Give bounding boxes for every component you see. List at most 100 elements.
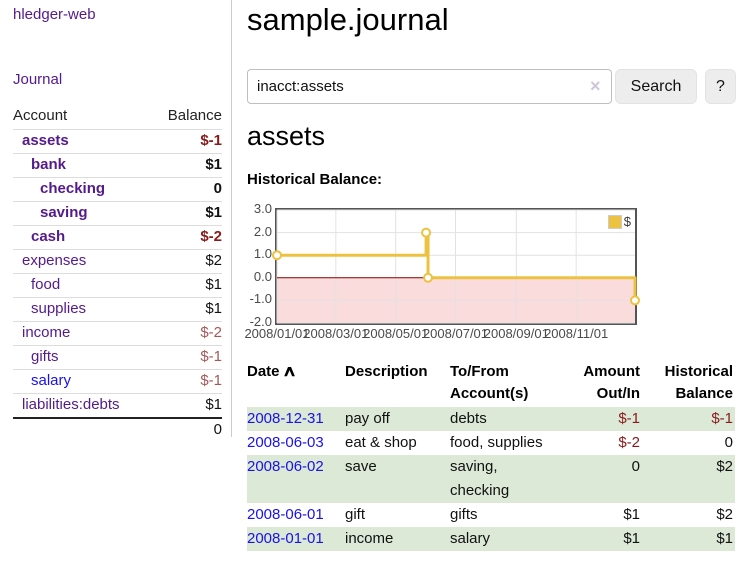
- sort-ascending-icon: ∧: [281, 363, 297, 380]
- column-header-date: Date ∧: [247, 361, 345, 407]
- account-link[interactable]: assets: [22, 132, 69, 149]
- accounts-cell: gifts: [450, 506, 478, 523]
- x-axis-tick-label: 2008/11/01: [544, 326, 609, 341]
- legend-swatch-icon: [607, 214, 622, 229]
- account-row: salary $-1: [13, 369, 222, 394]
- x-axis-tick-label: 2008/05/01: [363, 326, 429, 341]
- description-cell: income: [345, 530, 394, 547]
- date-cell: 2008-06-03: [247, 431, 345, 455]
- account-row: expenses $2: [13, 249, 222, 274]
- account-row: gifts $-1: [13, 345, 222, 370]
- balance-cell: 0: [724, 434, 733, 451]
- account-link[interactable]: expenses: [22, 252, 87, 269]
- table-row: 2008-06-01 gift gifts $1 $2: [247, 503, 735, 527]
- historical-balance-chart: $ 3.0 2.0 1.0 0.0 -1.0 -2.0 2008/01/01 2008/03/…: [244, 201, 705, 348]
- account-link[interactable]: salary: [31, 372, 72, 389]
- register-header-row: Date ∧ Description To/From Account(s) Amo…: [247, 361, 735, 407]
- account-balance: $-1: [151, 345, 222, 370]
- column-header-amount: Amount Out/In: [583, 363, 640, 402]
- account-page-title: assets: [247, 121, 326, 151]
- date-link[interactable]: 2008-01-01: [247, 530, 324, 547]
- account-balance: $1: [151, 201, 222, 226]
- account-link[interactable]: saving: [40, 204, 88, 221]
- description-cell: gift: [345, 506, 366, 523]
- sidebar-item-journal[interactable]: Journal: [13, 71, 63, 88]
- account-row: supplies $1: [13, 297, 222, 322]
- account-link[interactable]: bank: [31, 156, 67, 173]
- account-balance: 0: [151, 177, 222, 202]
- table-row: 2008-01-01 income salary $1 $1: [247, 527, 735, 551]
- account-link[interactable]: income: [22, 324, 71, 341]
- account-row: saving $1: [13, 201, 222, 226]
- account-row: bank $1: [13, 153, 222, 178]
- account-link[interactable]: liabilities:debts: [22, 396, 120, 413]
- account-row: food $1: [13, 273, 222, 298]
- balance-column-header: Balance: [167, 107, 222, 124]
- column-header-description: Description: [345, 363, 428, 380]
- amount-cell: $1: [623, 506, 640, 523]
- description-cell: eat & shop: [345, 434, 417, 451]
- account-row: liabilities:debts $1: [13, 393, 222, 418]
- date-link[interactable]: 2008-06-01: [247, 506, 324, 523]
- table-row: 2008-12-31 pay off debts $-1 $-1: [247, 407, 735, 431]
- legend-label: $: [623, 214, 631, 229]
- account-row: cash $-2: [13, 225, 222, 250]
- account-row: assets $-1: [13, 129, 222, 154]
- register-table: Date ∧ Description To/From Account(s) Amo…: [247, 361, 735, 551]
- account-balance: $1: [151, 273, 222, 298]
- account-row: income $-2: [13, 321, 222, 346]
- chart-legend: $: [606, 213, 632, 230]
- account-balance: $-1: [151, 369, 222, 394]
- clear-search-icon[interactable]: ×: [590, 76, 601, 96]
- account-balance: $1: [151, 393, 222, 418]
- account-link[interactable]: cash: [31, 228, 66, 245]
- account-balance: $-1: [151, 129, 222, 154]
- account-link[interactable]: checking: [40, 180, 106, 197]
- account-row: checking 0: [13, 177, 222, 202]
- y-axis-tick-label: 0.0: [253, 268, 272, 284]
- account-balance: $1: [151, 153, 222, 178]
- table-row: 2008-06-02 save saving, checking 0 $2: [247, 455, 735, 503]
- description-cell: pay off: [345, 410, 390, 427]
- description-cell: save: [345, 458, 377, 475]
- x-axis-tick-label: 2008/03/01: [303, 326, 369, 341]
- sidebar: hledger-web Journal Account Balance asse…: [0, 0, 232, 442]
- accounts-cell: debts: [450, 410, 487, 427]
- accounts-cell: food, supplies: [450, 434, 543, 451]
- y-axis-tick-label: 1.0: [253, 246, 272, 262]
- balance-cell: $-1: [711, 410, 733, 427]
- y-axis-tick-label: -1.0: [249, 291, 272, 307]
- amount-cell: 0: [631, 458, 640, 475]
- account-link[interactable]: gifts: [31, 348, 59, 365]
- y-axis-tick-label: 2.0: [253, 223, 272, 239]
- date-cell: 2008-06-01: [247, 503, 345, 527]
- account-table-header: Account Balance: [13, 104, 222, 130]
- page-title: sample.journal: [247, 2, 449, 37]
- search-input[interactable]: [247, 69, 612, 104]
- balance-cell: $2: [716, 458, 733, 475]
- account-balance: $-2: [151, 225, 222, 250]
- date-link[interactable]: 2008-06-03: [247, 434, 324, 451]
- amount-cell: $-2: [618, 434, 640, 451]
- amount-cell: $1: [623, 530, 640, 547]
- amount-cell: $-1: [618, 410, 640, 427]
- date-link[interactable]: 2008-06-02: [247, 458, 324, 475]
- account-balance: $-2: [151, 321, 222, 346]
- account-column-header: Account: [13, 107, 68, 124]
- total-row: 0: [13, 417, 222, 442]
- account-link[interactable]: food: [31, 276, 61, 293]
- help-button[interactable]: ?: [705, 69, 736, 104]
- search-button[interactable]: Search: [615, 69, 697, 104]
- date-cell: 2008-12-31: [247, 407, 345, 431]
- accounts-cell: saving, checking: [450, 458, 510, 499]
- chart-plot-area: $: [272, 208, 640, 325]
- account-link[interactable]: supplies: [31, 300, 87, 317]
- x-axis-tick-label: 2008/01/01: [244, 326, 310, 341]
- balance-cell: $2: [716, 506, 733, 523]
- total-balance: 0: [151, 417, 222, 442]
- balance-cell: $1: [716, 530, 733, 547]
- column-header-accounts: To/From Account(s): [450, 363, 529, 402]
- brand-link[interactable]: hledger-web: [13, 6, 96, 23]
- y-axis-tick-label: 3.0: [253, 201, 272, 216]
- date-link[interactable]: 2008-12-31: [247, 410, 324, 427]
